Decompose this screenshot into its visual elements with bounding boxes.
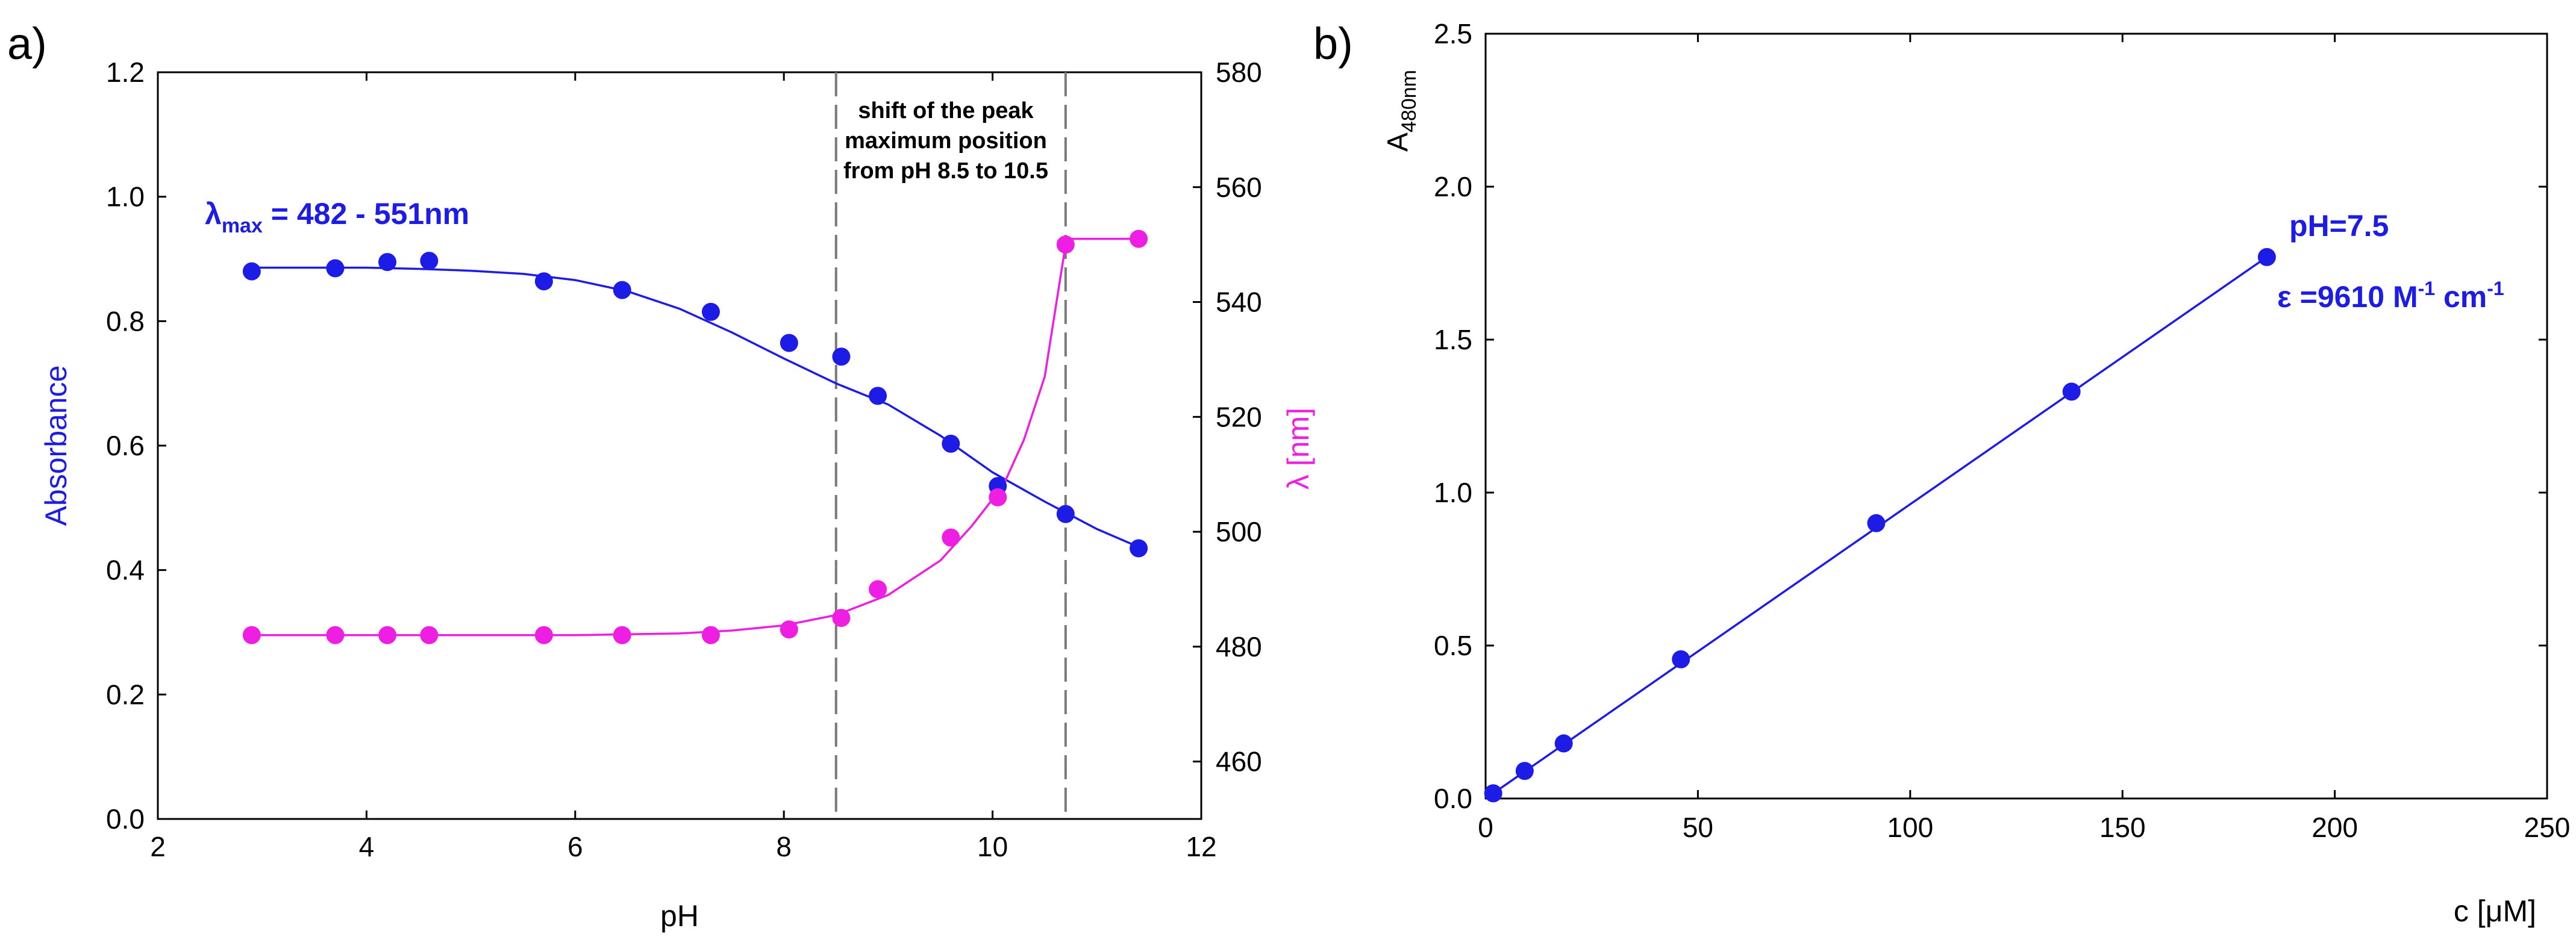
chart-a-x-tick-label: 2: [150, 831, 166, 862]
chart-b-x-tick-label: 0: [1478, 812, 1493, 843]
wavelength-point: [869, 580, 887, 599]
chart-a-plot-frame: [157, 71, 1202, 820]
chart-b-y-axis-label-main: A: [1382, 132, 1414, 152]
epsilon-sup2: -1: [2487, 278, 2504, 299]
calibration-point: [1484, 784, 1502, 803]
wavelength-fit-line: [251, 237, 1139, 637]
wavelength-point: [378, 626, 397, 644]
chart-b-y-tick-label: 1.0: [1434, 477, 1472, 508]
chart-a-x-tick-label: 8: [776, 831, 792, 862]
chart-b-y-tick-label: 0.0: [1434, 783, 1472, 814]
lambda-max-annotation: λmax = 482 - 551nm: [205, 197, 469, 237]
absorbance-point: [1130, 539, 1148, 558]
absorbance-point: [701, 302, 720, 321]
lambda-symbol: λ: [205, 197, 222, 231]
chart-a-y-tick-label: 0.8: [106, 305, 145, 337]
wavelength-point: [832, 609, 851, 627]
chart-a-y-axis-label: Absorbance: [39, 366, 73, 526]
wavelength-point: [1056, 235, 1075, 254]
absorbance-point: [869, 387, 887, 405]
wavelength-point: [701, 626, 720, 644]
chart-a-y-tick-label: 0.4: [106, 555, 145, 586]
panel-a-label: a): [7, 19, 47, 69]
chart-b: 0 50 100 150 200 250 0.0 0.5 1.0 1.5 2.0 2.5 c [μM…: [1382, 18, 2570, 928]
calibration-point: [1554, 734, 1573, 753]
calibration-point: [1515, 762, 1534, 780]
epsilon-main: ε =9610 M: [2277, 280, 2418, 314]
chart-b-y-axis-label: A480nm: [1382, 70, 1421, 152]
chart-b-plot-frame: [1484, 33, 2548, 800]
shift-annotation-line2: maximum position: [845, 128, 1047, 154]
lambda-range: = 482 - 551nm: [263, 197, 469, 231]
calibration-point: [1867, 514, 1886, 532]
chart-a-y-tick-label: 0.6: [106, 430, 145, 461]
calibration-point: [2062, 382, 2081, 401]
absorbance-point: [242, 262, 261, 281]
chart-b-x-tick-label: 100: [1887, 812, 1933, 843]
chart-b-y-tick-label: 0.5: [1434, 630, 1472, 661]
absorbance-point: [534, 272, 553, 291]
chart-a-x-axis-label: pH: [660, 899, 699, 933]
chart-b-y-tick-label: 1.5: [1434, 324, 1472, 355]
wavelength-point: [534, 626, 553, 644]
chart-a-y2-tick-label: 460: [1216, 746, 1262, 777]
chart-a-x-tick-label: 4: [359, 831, 375, 862]
shift-annotation-line3: from pH 8.5 to 10.5: [843, 158, 1048, 184]
wavelength-point: [989, 488, 1007, 506]
chart-b-x-axis-label: c [μM]: [2454, 894, 2536, 928]
wavelength-point: [613, 626, 631, 644]
absorbance-point: [942, 434, 960, 453]
absorbance-point: [378, 253, 397, 272]
wavelength-point: [326, 626, 345, 644]
chart-a: 2 4 6 8 10 12 0.0 0.2 0.4 0.6 0.8 1.0 1.2 460 480 500…: [39, 57, 1315, 933]
chart-b-x-tick-label: 50: [1683, 812, 1713, 843]
chart-b-x-tick-label: 250: [2524, 812, 2571, 843]
panel-b-label: b): [1313, 19, 1353, 69]
shift-annotation-line1: shift of the peak: [858, 98, 1034, 123]
absorbance-point: [326, 259, 345, 278]
epsilon-sup1: -1: [2418, 278, 2435, 299]
chart-a-y-tick-label: 1.0: [106, 181, 145, 213]
chart-b-y-axis-label-sub: 480nm: [1398, 70, 1421, 132]
chart-a-y2-axis-label: λ [nm]: [1281, 408, 1315, 490]
ph-annotation: pH=7.5: [2289, 209, 2389, 243]
wavelength-point: [780, 620, 798, 639]
chart-a-y-tick-label: 0.2: [106, 679, 145, 710]
absorbance-point: [613, 281, 631, 299]
wavelength-point: [942, 528, 960, 547]
chart-a-x-tick-label: 6: [567, 831, 583, 862]
chart-b-y-tick-label: 2.5: [1434, 18, 1472, 49]
chart-a-y2-tick-label: 560: [1216, 172, 1262, 203]
absorbance-fit-line: [251, 266, 1139, 549]
calibration-point: [1672, 650, 1690, 668]
chart-a-y2-tick-label: 580: [1216, 57, 1262, 88]
calibration-point: [2257, 247, 2276, 266]
chart-b-x-tick-label: 150: [2099, 812, 2146, 843]
chart-b-y-tick-label: 2.0: [1434, 171, 1472, 202]
chart-a-y2-tick-label: 540: [1216, 287, 1262, 318]
chart-a-y-tick-label: 0.0: [106, 803, 145, 835]
chart-a-y2-tick-label: 520: [1216, 401, 1262, 432]
chart-a-x-tick-label: 12: [1186, 831, 1216, 862]
chart-a-y2-tick-label: 500: [1216, 516, 1262, 547]
absorbance-point: [420, 252, 439, 270]
lambda-subscript: max: [222, 214, 263, 237]
wavelength-point: [420, 626, 439, 644]
absorbance-point: [832, 347, 851, 366]
absorbance-point: [1056, 505, 1075, 523]
absorbance-point: [780, 334, 798, 352]
chart-b-x-tick-label: 200: [2312, 812, 2358, 843]
chart-a-x-tick-label: 10: [977, 831, 1008, 862]
wavelength-point: [1130, 229, 1148, 248]
chart-a-y-tick-label: 1.2: [106, 57, 145, 88]
chart-a-y2-tick-label: 480: [1216, 631, 1262, 662]
epsilon-mid: cm: [2435, 280, 2487, 314]
epsilon-annotation: ε =9610 M-1 cm-1: [2277, 278, 2504, 314]
wavelength-point: [242, 626, 261, 644]
